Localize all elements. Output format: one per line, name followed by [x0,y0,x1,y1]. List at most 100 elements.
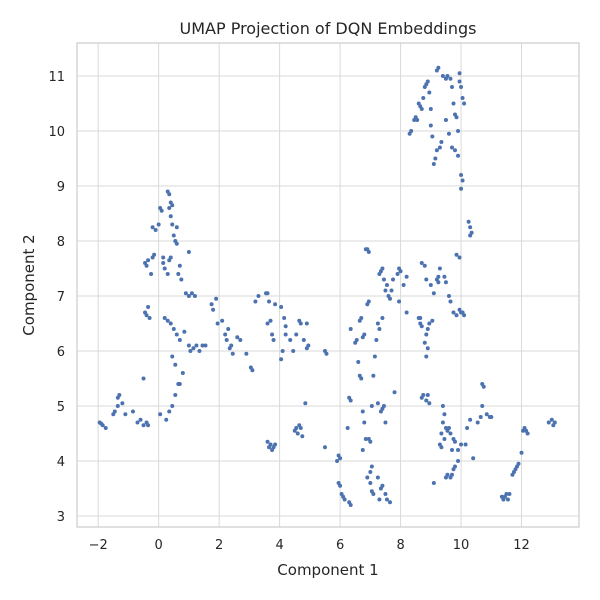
scatter-point [462,313,467,318]
scatter-point [381,404,386,408]
scatter-point [273,442,278,447]
scatter-point [468,417,473,422]
scatter-point [451,310,456,315]
scatter-point [268,442,273,447]
scatter-point [427,401,432,406]
x-tick-label: 6 [336,538,344,553]
scatter-point [298,426,303,430]
scatter-point [338,456,343,461]
scatter-point [371,373,376,378]
scatter-point [471,456,476,461]
scatter-point [168,255,173,260]
scatter-point [298,321,303,326]
scatter-point [115,395,120,400]
scatter-point [301,338,306,342]
scatter-point [456,153,461,158]
scatter-point [191,346,196,351]
scatter-point [146,305,151,309]
scatter-point [421,96,426,100]
scatter-point [348,327,353,331]
scatter-point [446,294,451,298]
scatter-point [171,327,176,331]
scatter-point [103,426,108,430]
scatter-point [442,437,447,441]
scatter-point [371,492,376,496]
scatter-point [446,426,451,430]
scatter-point [170,222,175,227]
scatter-point [451,101,456,106]
scatter-point [425,346,430,351]
scatter-point [322,445,327,450]
scatter-point [144,313,149,318]
scatter-point [156,222,161,227]
points-layer [97,65,557,507]
x-tick-label: 0 [155,538,163,553]
scatter-point [265,439,270,444]
scatter-point [428,107,433,111]
scatter-point [153,228,158,232]
y-tick-label: 11 [48,70,65,85]
scatter-point [449,448,454,452]
scatter-point [161,255,166,260]
scatter-point [449,472,454,477]
scatter-point [437,266,442,271]
scatter-point [174,332,179,337]
scatter-point [480,404,485,408]
scatter-point [448,431,453,436]
scatter-point [362,420,367,425]
scatter-point [294,426,299,430]
scatter-point [505,497,510,502]
scatter-point [179,277,184,282]
scatter-point [363,437,368,441]
scatter-point [440,74,445,78]
scatter-point [454,115,459,120]
scatter-point [338,483,343,488]
scatter-point [392,390,397,395]
scatter-point [507,492,512,496]
scatter-point [303,401,308,406]
scatter-point [434,148,439,153]
scatter-point [265,321,270,326]
scatter-point [141,376,146,381]
scatter-point [463,442,468,447]
scatter-point [375,401,380,406]
scatter-point [381,277,386,282]
scatter-point [223,332,228,337]
scatter-point [192,294,197,298]
scatter-point [475,420,480,425]
scatter-point [446,131,451,136]
scatter-point [170,203,175,208]
scatter-point [359,376,364,381]
x-tick-label: 4 [275,538,283,553]
scatter-point [372,354,377,359]
scatter-point [398,269,403,274]
scatter-point [173,362,178,367]
scatter-point [439,431,444,436]
scatter-point [453,439,458,444]
scatter-point [267,299,272,304]
scatter-point [440,404,445,408]
scatter-point [431,162,436,166]
scatter-point [453,464,458,469]
scatter-point [273,302,278,307]
scatter-point [375,321,380,326]
scatter-point [425,79,430,84]
x-axis-label: Component 1 [277,561,378,579]
x-tick-label: 10 [453,538,470,553]
scatter-point [209,302,214,307]
scatter-point [360,409,365,414]
scatter-point [366,250,371,254]
scatter-point [170,354,175,359]
scatter-point [457,79,462,84]
scatter-point [177,338,182,342]
scatter-point [425,327,430,331]
scatter-point [454,313,459,318]
scatter-point [436,280,441,285]
scatter-point [144,263,149,268]
scatter-point [250,368,255,373]
scatter-point [291,349,296,353]
scatter-point [183,291,188,296]
scatter-point [369,404,374,408]
